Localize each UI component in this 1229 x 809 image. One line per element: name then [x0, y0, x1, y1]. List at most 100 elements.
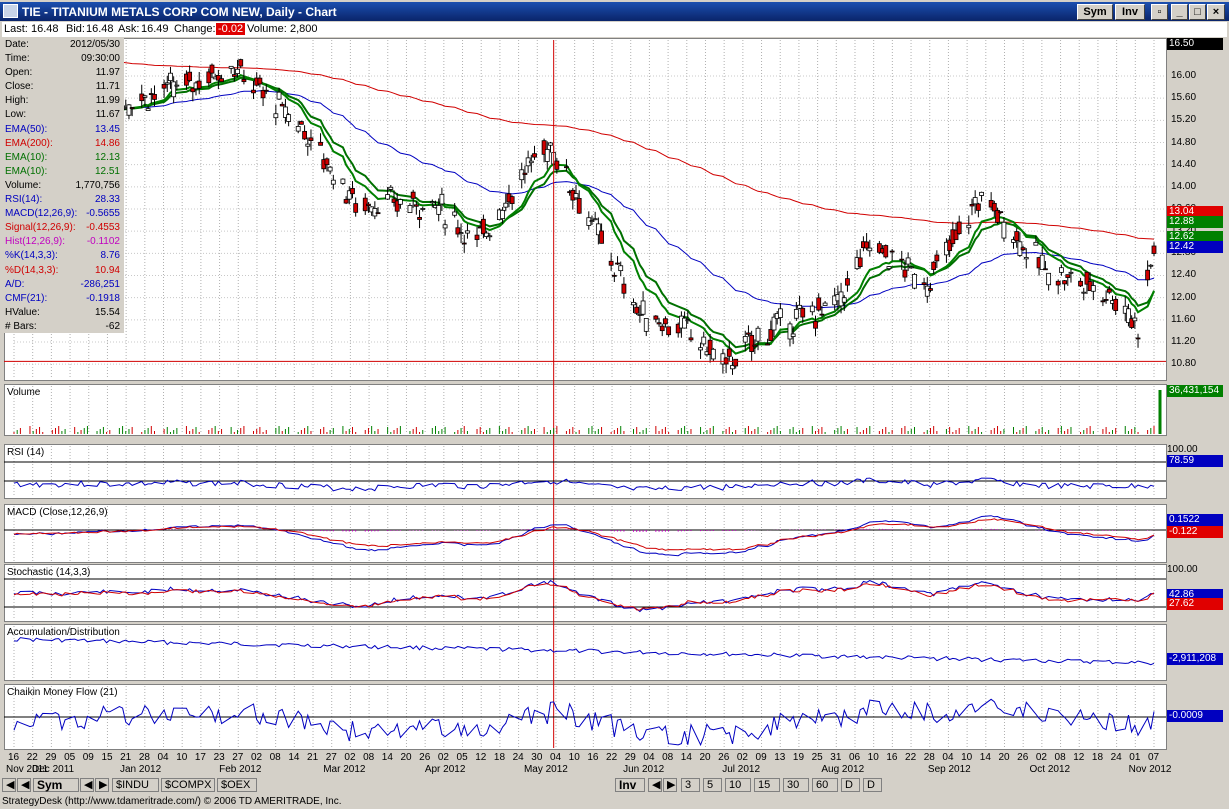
interval-prev-icon[interactable]: ◀ [648, 778, 662, 792]
candle-body [461, 242, 467, 245]
candle-body [841, 297, 847, 303]
candle-body [867, 247, 873, 252]
info-row: EMA(10): 12.51 [4, 165, 124, 179]
ad-plot-area[interactable] [4, 624, 1167, 681]
candle-body [385, 194, 391, 200]
ema10-line [13, 73, 1155, 355]
candle-body [1046, 272, 1052, 286]
candle-body [346, 190, 352, 200]
inv-button[interactable]: Inv [1115, 4, 1145, 20]
candle-body [302, 130, 307, 140]
price-tag: 16.50 [1167, 38, 1223, 50]
x-tick-day: 08 [363, 752, 375, 763]
candle-body [640, 300, 646, 315]
candle-body [474, 234, 480, 240]
close-icon[interactable]: × [1207, 4, 1225, 20]
candle-body [196, 80, 202, 89]
interval-tab-2[interactable]: 10 [725, 778, 751, 792]
interval-tab-4[interactable]: 30 [783, 778, 809, 792]
interval-tab-3[interactable]: 15 [754, 778, 780, 792]
macd-signal-tag: -0.122 [1167, 526, 1223, 538]
interval-next-icon[interactable]: ▶ [663, 778, 677, 792]
rsi-plot-area[interactable] [4, 444, 1167, 499]
info-key: Low: [5, 109, 27, 121]
rsi-line [13, 477, 1155, 492]
symbol-tab-2[interactable]: $OEX [217, 778, 257, 792]
interval-tab-6[interactable]: D [841, 778, 860, 792]
interval-tab-1[interactable]: 5 [703, 778, 722, 792]
candle-body [998, 211, 1004, 214]
restore-icon[interactable]: ▫ [1151, 4, 1168, 20]
sym-button[interactable]: Sym [1077, 4, 1113, 20]
inv-tab[interactable]: Inv [615, 778, 645, 792]
candle-body [1113, 298, 1119, 311]
candle-body [688, 337, 694, 341]
candle-body [663, 318, 668, 325]
info-key: Close: [5, 81, 34, 93]
candle-body [413, 204, 419, 207]
macd-plot-area[interactable] [4, 504, 1167, 563]
candle-body [273, 113, 279, 119]
candle-body [800, 307, 806, 318]
x-tick-day: 15 [101, 752, 113, 763]
status-bar: StrategyDesk (http://www.tdameritrade.co… [0, 794, 1229, 809]
price-tick: 14.00 [1171, 180, 1197, 192]
ask-value: 16.49 [141, 23, 169, 35]
info-value: -0.1918 [86, 292, 120, 304]
symbol-tab-1[interactable]: $COMPX [161, 778, 215, 792]
sym-prev-icon[interactable]: ◀ [80, 778, 94, 792]
info-row: Close: 11.71 [4, 80, 124, 94]
symbol-tab-0[interactable]: $INDU [112, 778, 159, 792]
candle-body [260, 90, 266, 99]
sym-next-icon[interactable]: ▶ [95, 778, 109, 792]
info-value: 28.33 [94, 194, 120, 206]
prev-icon[interactable]: ◀ [17, 778, 31, 792]
ad-tag: -2,911,208 [1167, 653, 1223, 665]
x-tick-day: 18 [493, 752, 506, 763]
minimize-icon[interactable]: _ [1171, 4, 1188, 20]
candle-body [372, 208, 378, 217]
info-key: Volume: [5, 179, 42, 191]
candle-body [465, 230, 470, 234]
candle-body [1001, 221, 1007, 239]
scroll-left-icon[interactable]: ◀ [2, 778, 16, 792]
interval-tab-0[interactable]: 3 [681, 778, 700, 792]
candle-body [375, 212, 381, 215]
candle-body [452, 211, 458, 216]
x-tick-day: 30 [531, 752, 543, 763]
info-key: RSI(14): [5, 194, 43, 206]
candle-body [1043, 268, 1048, 271]
candle-body [318, 141, 323, 146]
candle-body [1129, 318, 1135, 328]
maximize-icon[interactable]: □ [1189, 4, 1206, 20]
x-tick-month: Sep 2012 [927, 764, 971, 775]
candle-body [394, 200, 400, 212]
candle-body [685, 319, 691, 322]
info-value: 11.99 [95, 95, 120, 107]
candle-body [902, 269, 908, 278]
candle-body [1148, 264, 1154, 267]
x-tick-day: 10 [568, 752, 580, 763]
stoch-plot-area[interactable] [4, 564, 1167, 622]
info-key: MACD(12,26,9): [5, 208, 78, 220]
info-key: %D(14,3,3): [5, 264, 59, 276]
interval-tab-7[interactable]: D [863, 778, 882, 792]
candle-body [366, 203, 371, 206]
volume-plot-area[interactable] [4, 384, 1167, 436]
x-tick-day: 02 [437, 752, 449, 763]
price-tick: 14.80 [1171, 136, 1197, 148]
interval-tab-5[interactable]: 60 [812, 778, 838, 792]
candle-body [388, 186, 394, 190]
info-row: Open: 11.97 [4, 66, 124, 80]
x-tick-day: 14 [979, 752, 991, 763]
sym-tab[interactable]: Sym [33, 778, 79, 792]
candle-body [142, 95, 148, 98]
candle-body [921, 282, 927, 285]
x-tick-day: 27 [325, 752, 337, 763]
info-key: EMA(50): [5, 123, 48, 135]
info-key: HValue: [5, 306, 40, 318]
ad-line [13, 637, 1155, 666]
candle-body [458, 232, 464, 235]
